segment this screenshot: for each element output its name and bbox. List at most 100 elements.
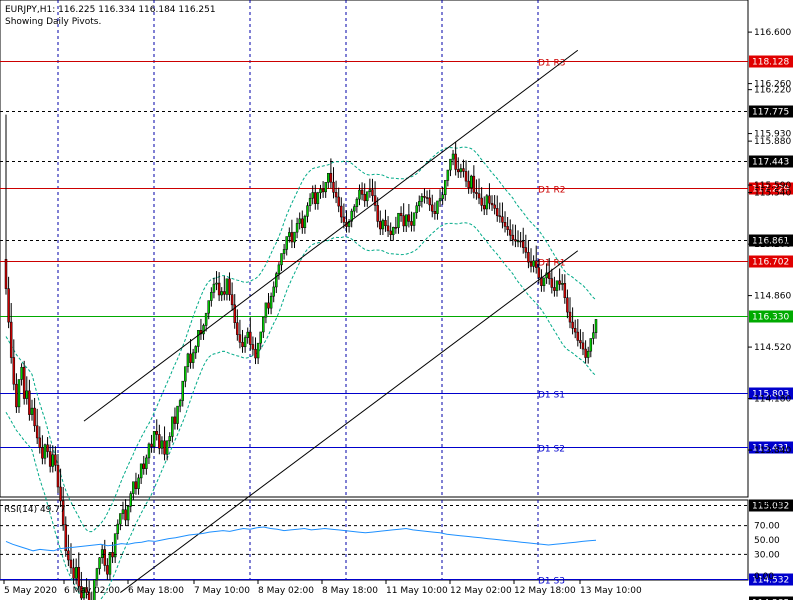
candle: [277, 262, 281, 280]
candle: [319, 184, 322, 199]
candle-body: [456, 169, 460, 173]
candle-body: [119, 513, 122, 525]
rsi-panel: RSI(14) 49.77 100.00 70.00 50.00 30.00 0.00: [0, 500, 786, 582]
candle-body: [111, 552, 114, 558]
candle-body: [100, 549, 104, 558]
candle: [501, 202, 504, 229]
rsi-level-label: 50.00: [754, 536, 780, 546]
candle: [168, 432, 171, 447]
candle-body: [584, 348, 587, 358]
candle-body: [454, 153, 457, 170]
candle-body: [571, 321, 574, 329]
price-tag: [749, 387, 793, 400]
candle: [412, 212, 416, 232]
candle-body: [194, 346, 197, 354]
candle: [586, 346, 590, 364]
candle-body: [327, 172, 330, 183]
subtitle: Showing Daily Pivots.: [5, 17, 101, 27]
candle: [524, 234, 528, 259]
candle-body: [392, 227, 395, 235]
time-axis: 5 May 2020 6 May 02:00 6 May 18:00 7 May 10…: [3, 580, 642, 596]
candle-body: [9, 321, 13, 358]
price-tag-label: 117.443: [752, 158, 789, 168]
candle-body: [267, 302, 270, 309]
candle-body: [514, 239, 517, 242]
candle: [589, 338, 593, 358]
candle-body: [212, 283, 216, 293]
candle-body: [334, 192, 338, 198]
candle-body: [480, 197, 483, 206]
candle: [410, 211, 413, 232]
candle-body: [340, 205, 343, 218]
price-tick-label: 116.260: [754, 80, 791, 90]
candle: [295, 217, 299, 239]
candle-body: [389, 230, 392, 235]
candle: [516, 230, 520, 248]
candle: [251, 336, 255, 356]
candle-body: [191, 352, 195, 363]
candle: [394, 216, 398, 234]
candle-body: [319, 188, 322, 194]
candle-body: [371, 189, 374, 196]
candle-body: [254, 348, 257, 359]
candle: [243, 335, 247, 353]
candle: [189, 339, 192, 369]
candle: [82, 587, 86, 600]
candle: [363, 183, 366, 207]
candle-body: [189, 353, 192, 363]
price-tick-label: 114.520: [754, 343, 791, 353]
candle-body: [579, 340, 582, 344]
price-tick-label: 116.220: [754, 86, 791, 96]
candle: [353, 204, 356, 218]
candle: [191, 348, 195, 369]
candle: [327, 172, 330, 189]
candle: [91, 591, 93, 600]
price-tick-label: 113.840: [754, 446, 791, 456]
price-tag: [749, 310, 793, 323]
candle: [121, 501, 125, 520]
candle-body: [251, 344, 255, 350]
candle: [93, 579, 96, 600]
time-label: 7 May 10:00: [194, 586, 250, 596]
candle-body: [503, 222, 507, 227]
candle-body: [555, 280, 559, 291]
candle-body: [56, 464, 60, 488]
candle: [178, 398, 182, 413]
candle: [454, 141, 457, 176]
candle: [379, 210, 382, 236]
candle: [405, 214, 408, 232]
candle: [477, 178, 481, 205]
candle: [573, 319, 577, 339]
candle: [56, 453, 60, 494]
band-line: [5, 222, 597, 600]
candle: [43, 443, 47, 465]
price-tag: [749, 182, 793, 195]
price-tick-label: 115.540: [754, 189, 791, 199]
candle: [158, 424, 161, 455]
candle: [38, 426, 42, 454]
candle-body: [215, 282, 218, 285]
candle: [51, 445, 55, 473]
bands: [5, 146, 597, 600]
candle: [503, 211, 507, 233]
candle-body: [132, 481, 135, 494]
candle-body: [379, 221, 382, 230]
price-tag: [749, 255, 793, 268]
candle-body: [534, 260, 538, 268]
candle: [490, 195, 494, 211]
rsi-level-label: 70.00: [754, 522, 780, 532]
candle-body: [475, 192, 478, 194]
candle-body: [586, 350, 590, 358]
price-tag-label: 115.032: [752, 502, 789, 512]
candle-body: [405, 214, 408, 227]
candle-body: [355, 198, 359, 207]
candle-body: [506, 226, 509, 230]
candle-body: [269, 295, 273, 309]
price-tick-label: 115.200: [754, 240, 791, 250]
candle: [334, 180, 338, 204]
band-line: [5, 146, 597, 533]
channel-upper: [83, 49, 579, 422]
candle-body: [441, 194, 444, 199]
price-tag-label: 114.532: [752, 576, 789, 586]
candle-body: [204, 312, 208, 326]
